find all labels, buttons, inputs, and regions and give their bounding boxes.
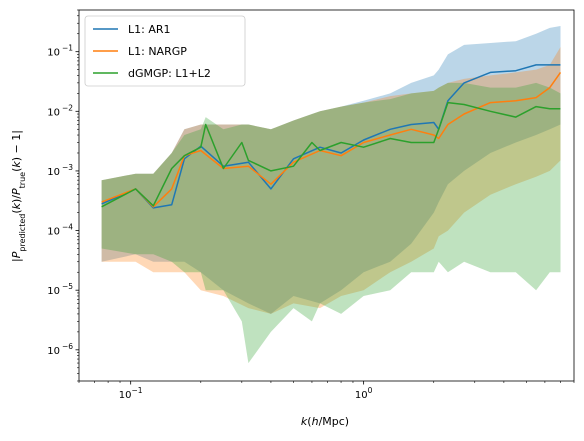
legend: L1: AR1 L1: NARGP dGMGP: L1+L2: [85, 16, 245, 86]
legend-label-3: dGMGP: L1+L2: [128, 67, 211, 80]
legend-label-1: L1: AR1: [128, 23, 171, 36]
x-axis-label: k(h/Mpc): [301, 415, 349, 428]
legend-label-2: L1: NARGP: [128, 45, 187, 58]
